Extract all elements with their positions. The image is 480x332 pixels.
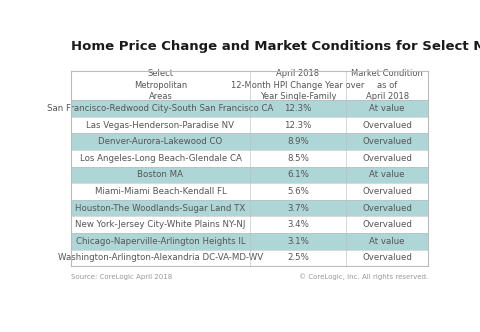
Text: Select
Metropolitan
Areas: Select Metropolitan Areas bbox=[134, 69, 187, 101]
Text: Overvalued: Overvalued bbox=[362, 253, 412, 262]
Text: Overvalued: Overvalued bbox=[362, 121, 412, 130]
Bar bbox=[71, 100, 428, 117]
Text: Source: CoreLogic April 2018: Source: CoreLogic April 2018 bbox=[71, 274, 172, 280]
Text: 3.1%: 3.1% bbox=[287, 237, 309, 246]
Text: Home Price Change and Market Conditions for Select Metropolitan Areas: Home Price Change and Market Conditions … bbox=[71, 40, 480, 52]
Text: April 2018
12-Month HPI Change Year over
Year Single-Family: April 2018 12-Month HPI Change Year over… bbox=[231, 69, 365, 101]
Text: 2.5%: 2.5% bbox=[287, 253, 309, 262]
Text: 8.9%: 8.9% bbox=[287, 137, 309, 146]
Text: Los Angeles-Long Beach-Glendale CA: Los Angeles-Long Beach-Glendale CA bbox=[80, 154, 241, 163]
Text: 3.7%: 3.7% bbox=[287, 204, 309, 212]
Text: Overvalued: Overvalued bbox=[362, 220, 412, 229]
Bar bbox=[71, 167, 428, 183]
Text: Denver-Aurora-Lakewood CO: Denver-Aurora-Lakewood CO bbox=[98, 137, 223, 146]
Text: 8.5%: 8.5% bbox=[287, 154, 309, 163]
Text: 12.3%: 12.3% bbox=[284, 104, 312, 113]
Text: Boston MA: Boston MA bbox=[137, 170, 183, 179]
Bar bbox=[71, 183, 428, 200]
Text: Overvalued: Overvalued bbox=[362, 154, 412, 163]
Bar bbox=[71, 233, 428, 250]
Text: At value: At value bbox=[370, 170, 405, 179]
Text: 3.4%: 3.4% bbox=[287, 220, 309, 229]
Text: San Francisco-Redwood City-South San Francisco CA: San Francisco-Redwood City-South San Fra… bbox=[47, 104, 274, 113]
Text: Overvalued: Overvalued bbox=[362, 187, 412, 196]
Bar bbox=[71, 150, 428, 167]
Bar bbox=[71, 117, 428, 133]
Bar bbox=[71, 216, 428, 233]
Text: At value: At value bbox=[370, 104, 405, 113]
Text: 12.3%: 12.3% bbox=[284, 121, 312, 130]
Text: New York-Jersey City-White Plains NY-NJ: New York-Jersey City-White Plains NY-NJ bbox=[75, 220, 246, 229]
Text: Miami-Miami Beach-Kendall FL: Miami-Miami Beach-Kendall FL bbox=[95, 187, 226, 196]
Bar bbox=[71, 133, 428, 150]
Bar bbox=[71, 250, 428, 266]
Text: Market Condition
as of
April 2018: Market Condition as of April 2018 bbox=[351, 69, 423, 101]
Text: Overvalued: Overvalued bbox=[362, 137, 412, 146]
Text: Chicago-Naperville-Arlington Heights IL: Chicago-Naperville-Arlington Heights IL bbox=[76, 237, 245, 246]
Text: 6.1%: 6.1% bbox=[287, 170, 309, 179]
Text: Houston-The Woodlands-Sugar Land TX: Houston-The Woodlands-Sugar Land TX bbox=[75, 204, 246, 212]
Text: Las Vegas-Henderson-Paradise NV: Las Vegas-Henderson-Paradise NV bbox=[86, 121, 234, 130]
Bar bbox=[71, 200, 428, 216]
Text: Washington-Arlington-Alexandria DC-VA-MD-WV: Washington-Arlington-Alexandria DC-VA-MD… bbox=[58, 253, 263, 262]
Text: At value: At value bbox=[370, 237, 405, 246]
Text: 5.6%: 5.6% bbox=[287, 187, 309, 196]
Text: © CoreLogic, Inc. All rights reserved.: © CoreLogic, Inc. All rights reserved. bbox=[299, 274, 428, 281]
Text: Overvalued: Overvalued bbox=[362, 204, 412, 212]
